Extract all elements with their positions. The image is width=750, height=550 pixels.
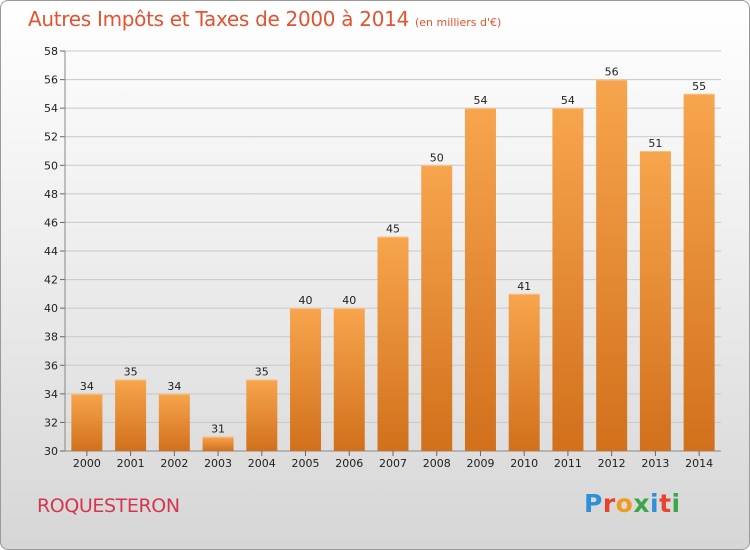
bar xyxy=(246,379,278,451)
data-label: 56 xyxy=(605,66,619,79)
logo-letter: x xyxy=(633,489,650,518)
data-labels: 34 35 34 31 35 40 40 45 50 54 41 54 56 51 55 xyxy=(80,66,706,436)
x-tick-label: 2010 xyxy=(510,457,538,470)
bars xyxy=(71,79,715,452)
bar xyxy=(421,165,453,452)
x-tick-label: 2009 xyxy=(466,457,494,470)
bar xyxy=(377,236,409,451)
data-label: 55 xyxy=(692,80,706,93)
bar xyxy=(596,79,628,452)
x-tick-label: 2007 xyxy=(379,457,407,470)
x-tick-label: 2008 xyxy=(423,457,451,470)
data-label: 40 xyxy=(299,294,313,307)
logo-letter: o xyxy=(615,489,634,518)
bar xyxy=(71,393,103,451)
y-tick-label: 56 xyxy=(44,74,58,87)
y-tick-label: 34 xyxy=(44,388,58,401)
chart-title: Autres Impôts et Taxes de 2000 à 2014 xyxy=(28,7,409,31)
bar xyxy=(464,108,496,452)
commune-name: ROQUESTERON xyxy=(37,495,180,517)
y-tick-label: 52 xyxy=(44,131,58,144)
data-label: 31 xyxy=(211,423,225,436)
y-tick-label: 30 xyxy=(44,445,58,458)
data-label: 50 xyxy=(430,151,444,164)
data-label: 34 xyxy=(80,380,94,393)
bar xyxy=(552,108,584,452)
y-tick-label: 36 xyxy=(44,359,58,372)
x-tick-label: 2012 xyxy=(598,457,626,470)
data-label: 35 xyxy=(124,366,138,379)
bar xyxy=(508,293,540,451)
x-tick-label: 2002 xyxy=(160,457,188,470)
y-tick-label: 42 xyxy=(44,274,58,287)
proxiti-logo[interactable]: Proxiti xyxy=(584,489,681,518)
logo-letter: t xyxy=(659,489,672,518)
logo-letter: P xyxy=(584,489,603,518)
y-tick-label: 40 xyxy=(44,302,58,315)
chart-header: Autres Impôts et Taxes de 2000 à 2014 (en… xyxy=(28,7,501,31)
x-tick-label: 2013 xyxy=(641,457,669,470)
y-tick-label: 46 xyxy=(44,216,58,229)
bar xyxy=(639,151,671,451)
logo-letter: r xyxy=(602,489,616,518)
x-tick-label: 2000 xyxy=(73,457,101,470)
y-tick-label: 38 xyxy=(44,331,58,344)
x-tick-label: 2005 xyxy=(292,457,320,470)
data-label: 51 xyxy=(648,137,662,150)
bar xyxy=(202,436,234,451)
x-tick-label: 2014 xyxy=(685,457,713,470)
data-label: 54 xyxy=(561,94,575,107)
x-tick-label: 2004 xyxy=(248,457,276,470)
bar xyxy=(290,308,322,451)
data-label: 40 xyxy=(342,294,356,307)
bar xyxy=(683,93,715,451)
data-label: 54 xyxy=(473,94,487,107)
data-label: 45 xyxy=(386,223,400,236)
x-tick-label: 2006 xyxy=(335,457,363,470)
y-tick-label: 58 xyxy=(44,45,58,58)
bar xyxy=(158,393,190,451)
y-tick-label: 32 xyxy=(44,416,58,429)
data-label: 35 xyxy=(255,366,269,379)
y-tick-label: 54 xyxy=(44,102,58,115)
x-tick-label: 2003 xyxy=(204,457,232,470)
bar xyxy=(333,308,365,451)
data-label: 41 xyxy=(517,280,531,293)
logo-letter: i xyxy=(650,489,660,518)
logo-letter: i xyxy=(671,489,681,518)
data-label: 34 xyxy=(167,380,181,393)
x-tick-label: 2001 xyxy=(117,457,145,470)
chart-subtitle: (en milliers d'€) xyxy=(415,16,502,29)
x-tick-label: 2011 xyxy=(554,457,582,470)
bar xyxy=(115,379,147,451)
y-tick-label: 50 xyxy=(44,159,58,172)
y-tick-label: 48 xyxy=(44,188,58,201)
y-tick-label: 44 xyxy=(44,245,58,258)
